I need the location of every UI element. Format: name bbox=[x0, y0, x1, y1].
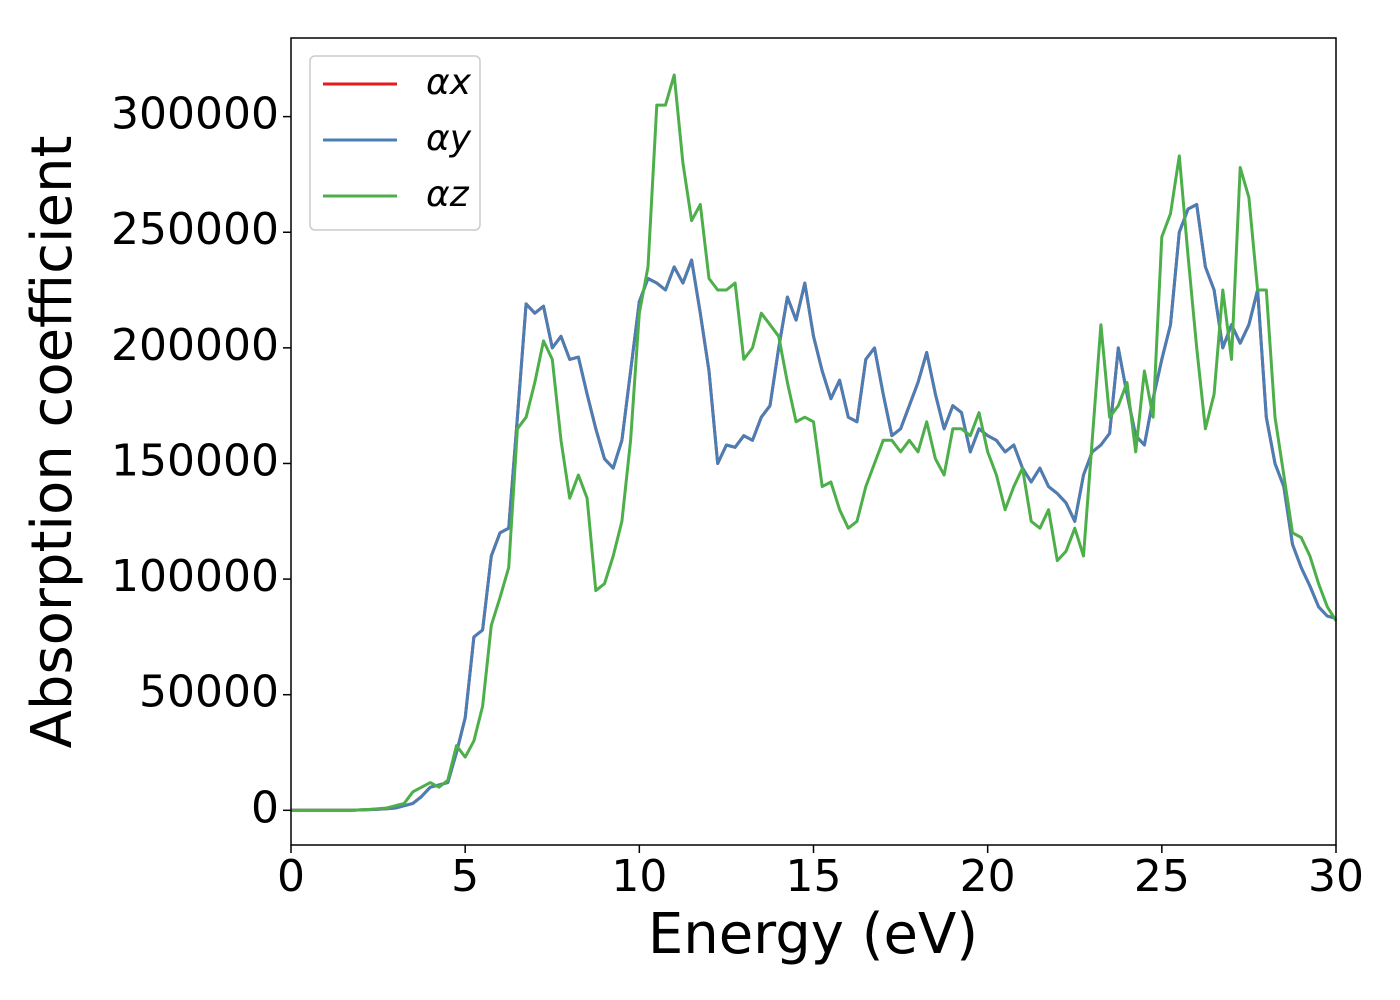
y-tick-label: 0 bbox=[251, 782, 279, 833]
y-tick-label: 150000 bbox=[111, 435, 279, 486]
x-tick-label: 5 bbox=[451, 851, 479, 902]
x-tick-label: 30 bbox=[1308, 851, 1364, 902]
x-tick-label: 0 bbox=[277, 851, 305, 902]
x-axis-label: Energy (eV) bbox=[648, 902, 978, 967]
x-tick-label: 15 bbox=[786, 851, 842, 902]
y-axis-label: Absorption coefficient bbox=[20, 136, 85, 749]
legend-box bbox=[309, 55, 481, 231]
y-tick-label: 50000 bbox=[139, 667, 279, 718]
legend-label: αx bbox=[426, 62, 472, 103]
y-tick-label: 200000 bbox=[111, 320, 279, 371]
y-tick-label: 100000 bbox=[111, 551, 279, 602]
x-tick-label: 20 bbox=[960, 851, 1016, 902]
legend-label: αy bbox=[426, 118, 472, 159]
data-line bbox=[291, 203, 1337, 812]
y-tick-label: 300000 bbox=[111, 89, 279, 140]
x-tick-label: 25 bbox=[1134, 851, 1190, 902]
plot-frame bbox=[290, 37, 1337, 846]
x-tick-label: 10 bbox=[611, 851, 667, 902]
data-line bbox=[291, 73, 1338, 812]
y-tick-label: 250000 bbox=[111, 204, 279, 255]
data-line bbox=[291, 203, 1337, 812]
legend-label: αz bbox=[426, 174, 470, 215]
